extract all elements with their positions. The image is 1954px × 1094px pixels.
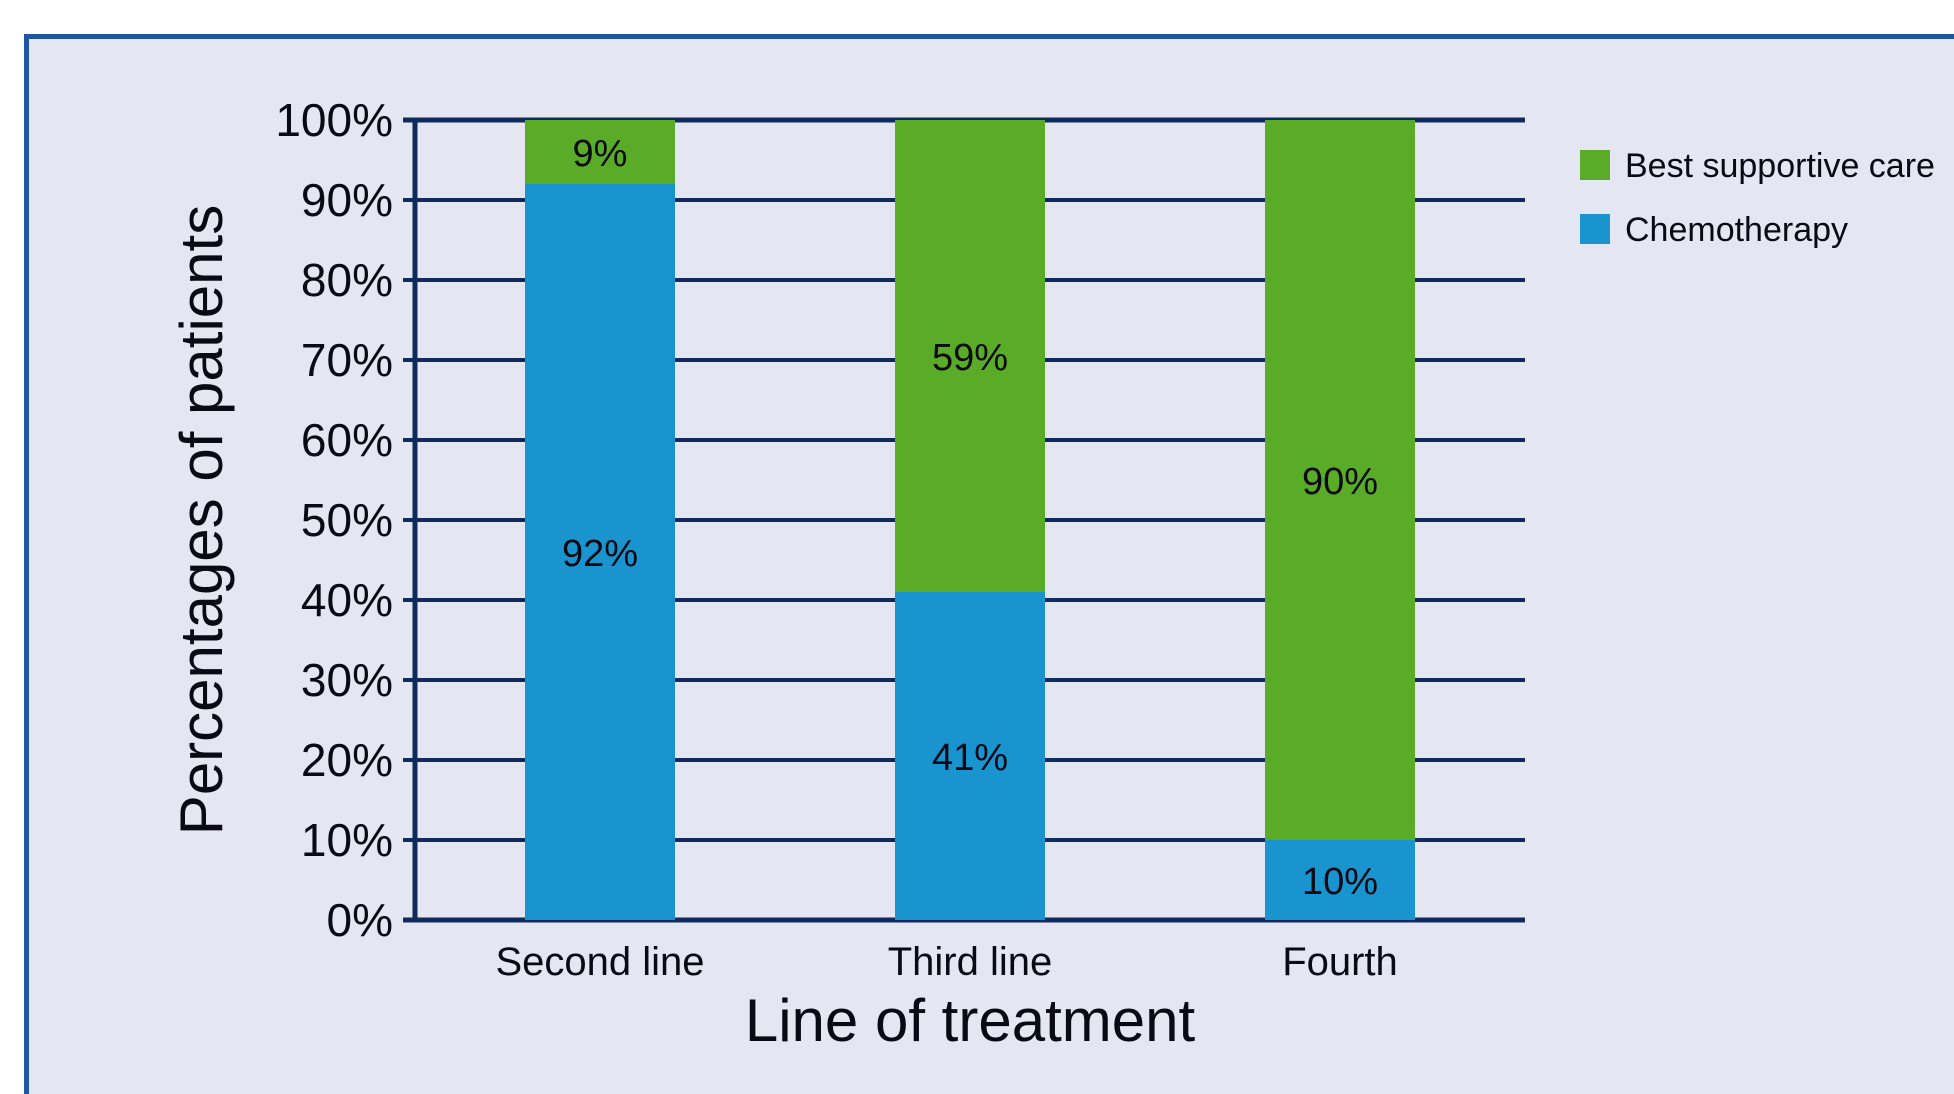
y-tick-label: 80% [301, 254, 393, 306]
y-tick-label: 10% [301, 814, 393, 866]
x-tick-label: Second line [495, 940, 704, 984]
x-axis-title: Line of treatment [745, 987, 1196, 1054]
y-tick-label: 70% [301, 334, 393, 386]
y-tick-label: 50% [301, 494, 393, 546]
stacked-bar-chart: 92% 9% 41% 59% 10% 90% 0% 10% 20% 30% 40% 50% 60% 70… [168, 94, 1935, 1054]
data-label: 41% [932, 737, 1008, 779]
y-tick-label: 0% [327, 894, 393, 946]
data-labels: 92% 9% 41% 59% 10% 90% [562, 133, 1378, 903]
bar-segment [525, 184, 675, 920]
y-tick-labels: 0% 10% 20% 30% 40% 50% 60% 70% 80% 90% 100% [275, 94, 393, 946]
y-tick-label: 90% [301, 174, 393, 226]
legend: Best supportive care Chemotherapy [1580, 147, 1935, 249]
y-tick-label: 30% [301, 654, 393, 706]
data-label: 10% [1302, 861, 1378, 903]
x-tick-label: Fourth [1282, 940, 1398, 984]
bar-segment [895, 120, 1045, 592]
data-label: 90% [1302, 461, 1378, 503]
x-tick-labels: Second line Third line Fourth [495, 940, 1397, 984]
bar-segment [1265, 120, 1415, 840]
bar-segment [1265, 840, 1415, 920]
bar-segment [895, 592, 1045, 920]
bars [525, 120, 1415, 920]
chart-frame: 92% 9% 41% 59% 10% 90% 0% 10% 20% 30% 40% 50% 60% 70… [24, 34, 1954, 1094]
y-tick-label: 40% [301, 574, 393, 626]
legend-swatch [1580, 214, 1610, 244]
y-tick-label: 20% [301, 734, 393, 786]
data-label: 92% [562, 533, 638, 575]
x-tick-label: Third line [888, 940, 1053, 984]
legend-label: Best supportive care [1625, 147, 1935, 185]
y-axis-title: Percentages of patients [168, 205, 235, 835]
legend-label: Chemotherapy [1625, 211, 1848, 249]
legend-swatch [1580, 150, 1610, 180]
y-tick-label: 60% [301, 414, 393, 466]
y-tick-label: 100% [275, 94, 393, 146]
data-label: 59% [932, 337, 1008, 379]
bar-segment [525, 120, 675, 184]
data-label: 9% [573, 133, 628, 175]
